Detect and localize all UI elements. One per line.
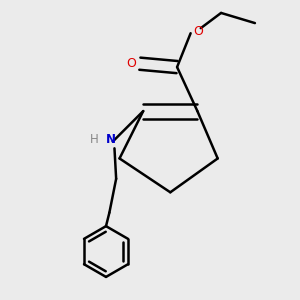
- Text: O: O: [193, 25, 203, 38]
- Text: O: O: [126, 57, 136, 70]
- Text: N: N: [106, 133, 116, 146]
- Text: H: H: [90, 133, 98, 146]
